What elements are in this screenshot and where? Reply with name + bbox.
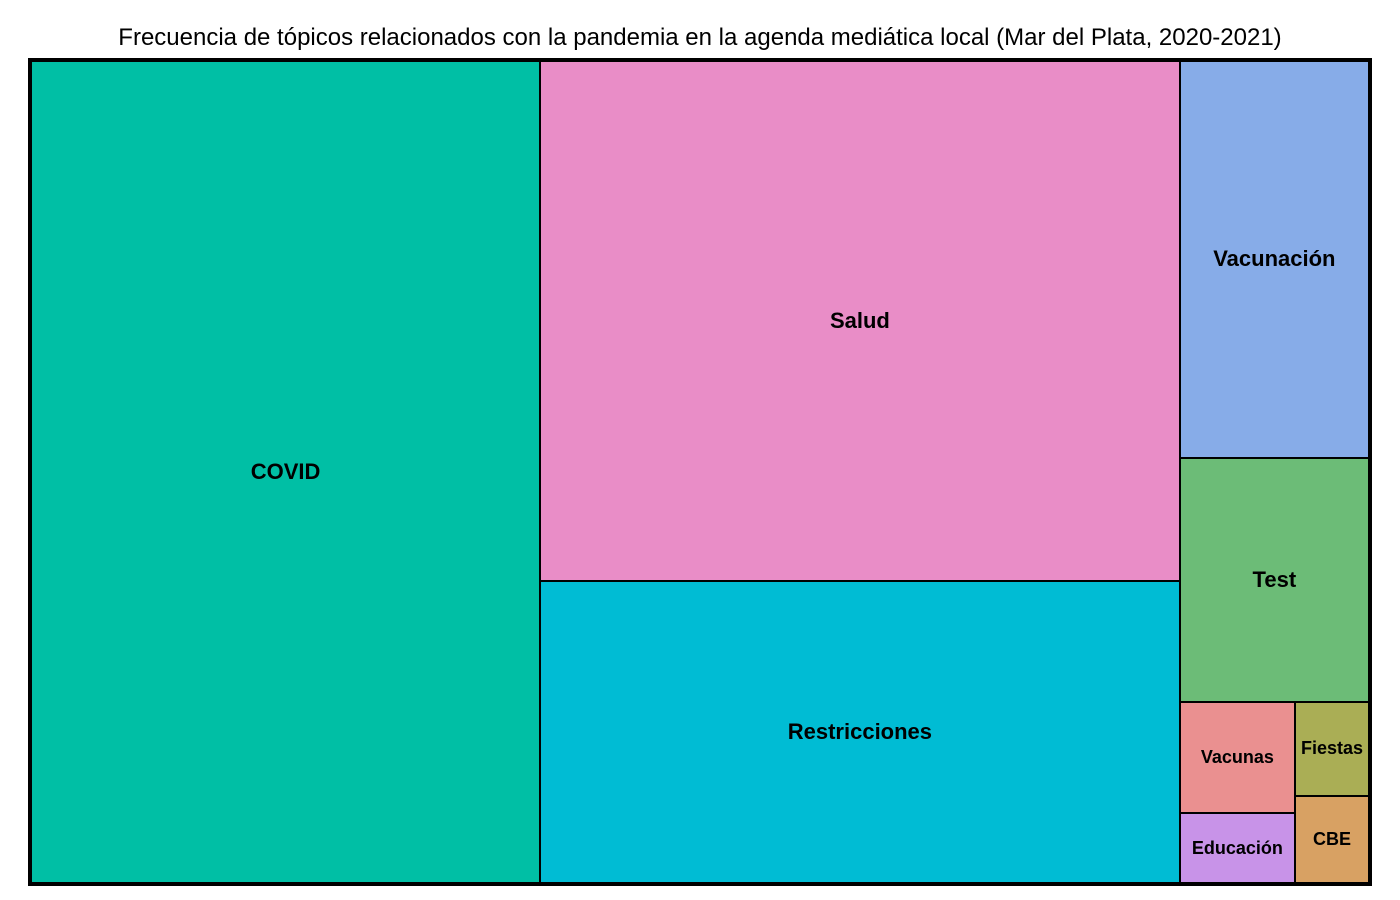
- treemap-label-restricciones: Restricciones: [787, 719, 933, 744]
- treemap-label-vacunas: Vacunas: [1200, 746, 1274, 767]
- treemap-label-educacion: Educación: [1191, 837, 1283, 858]
- treemap-label-test: Test: [1252, 566, 1297, 592]
- treemap-label-vacunacion: Vacunación: [1213, 246, 1336, 272]
- treemap-label-fiestas: Fiestas: [1301, 738, 1364, 759]
- treemap-cell-vacunas: Vacunas: [1178, 700, 1297, 815]
- treemap-label-salud: Salud: [829, 308, 890, 334]
- treemap-label-covid: COVID: [250, 459, 321, 484]
- treemap-cell-cbe: CBE: [1294, 794, 1370, 884]
- treemap-label-cbe: CBE: [1313, 828, 1352, 849]
- treemap-cell-vacunacion: Vacunación: [1178, 60, 1370, 459]
- treemap-chart: COVID Salud Restricciones Vacunación Test Vac…: [28, 58, 1372, 886]
- treemap-cell-fiestas: Fiestas: [1294, 700, 1370, 797]
- treemap-cell-restricciones: Restricciones: [539, 580, 1181, 884]
- treemap-cell-salud: Salud: [539, 60, 1181, 583]
- treemap-cell-covid: COVID: [30, 60, 542, 884]
- treemap-cell-test: Test: [1178, 456, 1370, 703]
- treemap-cell-educacion: Educación: [1178, 812, 1297, 884]
- chart-title: Frecuencia de tópicos relacionados con l…: [118, 24, 1282, 51]
